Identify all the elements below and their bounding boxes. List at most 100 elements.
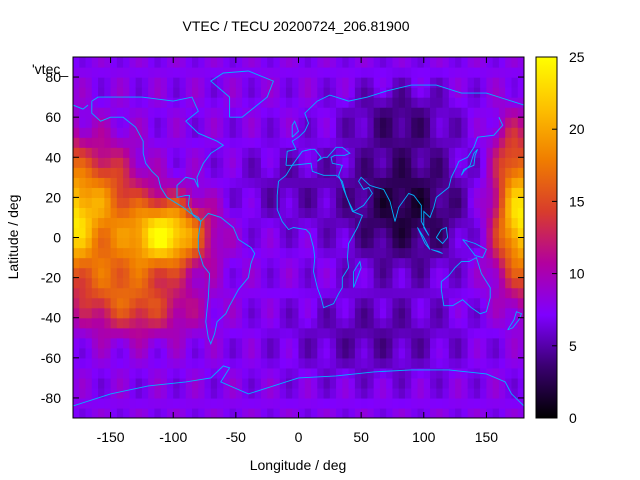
heatmap-cell: [392, 57, 400, 68]
heatmap-cell: [304, 227, 312, 239]
heatmap-cell: [492, 197, 500, 209]
heatmap-cell: [511, 87, 519, 98]
heatmap-cell: [79, 407, 87, 418]
heatmap-cell: [392, 407, 400, 418]
heatmap-cell: [461, 67, 469, 78]
heatmap-cell: [505, 257, 513, 269]
heatmap-cell: [110, 397, 118, 409]
heatmap-cell: [104, 347, 112, 359]
heatmap-cell: [123, 407, 130, 418]
heatmap-cell: [260, 397, 268, 409]
heatmap-cell: [166, 317, 174, 329]
heatmap-cell: [404, 107, 412, 118]
heatmap-cell: [398, 287, 406, 299]
heatmap-cell: [141, 287, 149, 299]
heatmap-cell: [154, 327, 162, 339]
heatmap-cell: [292, 387, 300, 399]
heatmap-cell: [442, 157, 450, 168]
heatmap-cell: [448, 387, 456, 399]
heatmap-cell: [323, 337, 331, 349]
heatmap-cell: [311, 187, 318, 198]
heatmap-cell: [73, 277, 80, 289]
heatmap-cell: [323, 317, 331, 329]
heatmap-cell: [254, 377, 262, 389]
heatmap-cell: [116, 187, 124, 198]
heatmap-cell: [185, 147, 193, 158]
heatmap-cell: [311, 367, 318, 379]
heatmap-cell: [91, 97, 99, 108]
heatmap-cell: [298, 267, 306, 279]
heatmap-cell: [436, 137, 444, 148]
heatmap-cell: [373, 307, 381, 319]
heatmap-cell: [254, 207, 262, 219]
heatmap-cell: [336, 327, 343, 339]
heatmap-cell: [329, 337, 337, 349]
heatmap-cell: [98, 287, 105, 299]
heatmap-cell: [342, 307, 350, 319]
heatmap-cell: [486, 407, 494, 418]
heatmap-cell: [517, 177, 524, 188]
heatmap-cell: [348, 197, 356, 209]
heatmap-cell: [229, 257, 237, 269]
heatmap-cell: [166, 57, 174, 68]
heatmap-cell: [404, 147, 412, 158]
heatmap-cell: [392, 247, 400, 259]
heatmap-cell: [179, 317, 187, 329]
heatmap-cell: [154, 277, 162, 289]
heatmap-cell: [392, 297, 400, 309]
heatmap-cell: [85, 147, 93, 158]
heatmap-cell: [229, 307, 237, 319]
heatmap-cell: [442, 237, 450, 249]
heatmap-cell: [304, 337, 312, 349]
heatmap-cell: [336, 147, 343, 158]
heatmap-cell: [417, 147, 425, 158]
heatmap-cell: [129, 247, 137, 259]
heatmap-cell: [304, 277, 312, 289]
heatmap-cell: [486, 337, 494, 349]
heatmap-cell: [323, 247, 331, 259]
heatmap-cell: [311, 277, 318, 289]
heatmap-cell: [129, 57, 137, 68]
heatmap-cell: [367, 117, 375, 128]
heatmap-cell: [110, 267, 118, 279]
heatmap-cell: [166, 147, 174, 158]
heatmap-cell: [373, 177, 381, 188]
heatmap-cell: [254, 367, 262, 379]
heatmap-cell: [185, 97, 193, 108]
heatmap-cell: [260, 317, 268, 329]
heatmap-cell: [505, 97, 513, 108]
heatmap-cell: [179, 307, 187, 319]
heatmap-cell: [298, 177, 306, 188]
heatmap-cell: [110, 207, 118, 219]
heatmap-cell: [436, 397, 444, 409]
heatmap-cell: [348, 127, 356, 138]
heatmap-cell: [91, 87, 99, 98]
heatmap-cell: [304, 287, 312, 299]
heatmap-cell: [248, 97, 256, 108]
heatmap-cell: [104, 217, 112, 229]
heatmap-cell: [517, 287, 524, 299]
heatmap-cell: [505, 207, 513, 219]
heatmap-cell: [448, 407, 456, 418]
heatmap-cell: [292, 357, 300, 369]
heatmap-cell: [398, 337, 406, 349]
heatmap-cell: [260, 157, 268, 168]
heatmap-cell: [442, 227, 450, 239]
heatmap-cell: [473, 317, 481, 329]
heatmap-cell: [398, 167, 406, 178]
heatmap-cell: [173, 257, 181, 269]
heatmap-cell: [166, 357, 174, 369]
heatmap-cell: [492, 177, 500, 188]
heatmap-cell: [260, 307, 268, 319]
heatmap-cell: [148, 277, 156, 289]
heatmap-cell: [486, 387, 494, 399]
heatmap-cell: [505, 107, 513, 118]
heatmap-cell: [348, 317, 356, 329]
heatmap-cell: [73, 187, 80, 198]
heatmap-cell: [498, 227, 506, 239]
heatmap-cell: [311, 127, 318, 138]
heatmap-cell: [511, 247, 519, 259]
heatmap-cell: [192, 97, 199, 108]
heatmap-cell: [411, 157, 419, 168]
